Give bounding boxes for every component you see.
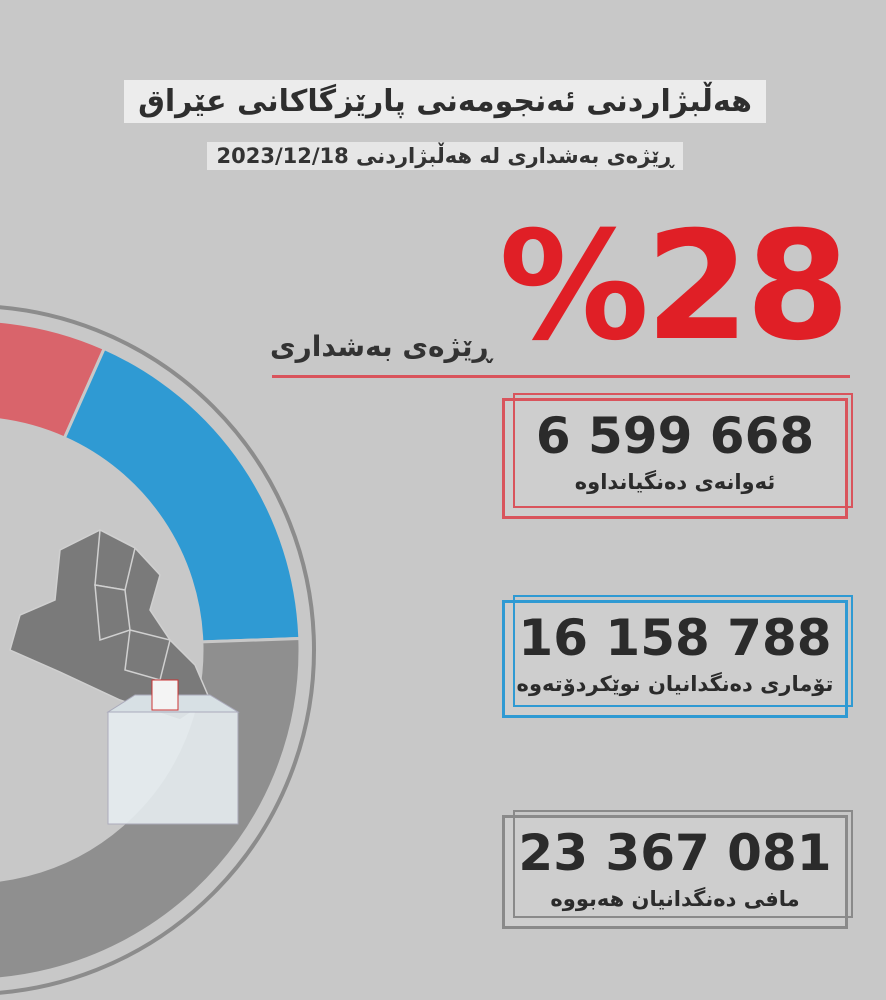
stat-label: مافی دەنگدانیان هەبووە	[550, 887, 800, 911]
ballot-box	[106, 679, 240, 825]
map	[9, 528, 211, 721]
stat-label: تۆماری دەنگدانیان نوێکردۆتەوە	[516, 672, 834, 696]
ring-outline	[0, 305, 316, 995]
participation-label: ڕێژەی بەشداری	[270, 330, 492, 363]
stat-box: 16 158 788 تۆماری دەنگدانیان نوێکردۆتەوە	[502, 595, 853, 718]
stat-label: ئەوانەی دەنگیانداوە	[574, 470, 776, 494]
stat-box: 6 599 668 ئەوانەی دەنگیانداوە	[502, 393, 853, 519]
stat-number: 6 599 668	[535, 407, 815, 465]
stat-number: 23 367 081	[518, 824, 832, 882]
subtitle-wrap: ڕێژەی بەشداری لە هەڵبژاردنی 2023/12/18	[180, 142, 710, 170]
subtitle: ڕێژەی بەشداری لە هەڵبژاردنی 2023/12/18	[206, 142, 684, 170]
participation-value: %28	[498, 200, 850, 374]
divider	[272, 375, 850, 378]
stat-box: 23 367 081 مافی دەنگدانیان هەبووە	[502, 810, 853, 929]
title: هەڵبژاردنی ئەنجومەنی پارێزگاکانی عێراق	[124, 80, 766, 123]
stat-number: 16 158 788	[518, 609, 832, 667]
title-wrap: هەڵبژاردنی ئەنجومەنی پارێزگاکانی عێراق	[100, 80, 790, 123]
